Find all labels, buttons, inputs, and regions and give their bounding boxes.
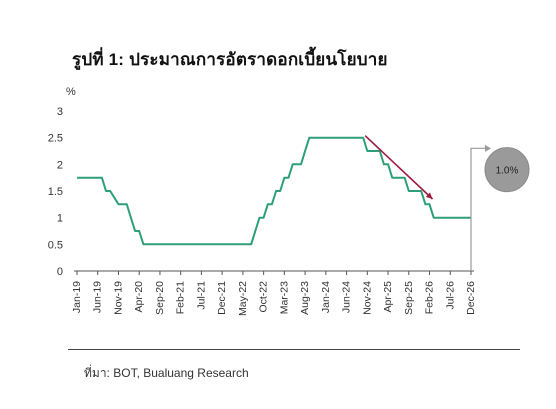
y-tick-label: 2.5 [48, 133, 63, 145]
x-tick-label: Sep-25 [403, 281, 415, 315]
x-tick-label: May-22 [237, 281, 249, 316]
x-tick-label: Mar-23 [278, 281, 290, 314]
x-tick-label: Sep-20 [154, 281, 166, 315]
x-tick-label: Nov-24 [361, 281, 373, 315]
x-tick-label: Aug-23 [299, 281, 311, 315]
x-tick-label: Dec-21 [216, 281, 228, 315]
x-tick-label: Feb-21 [175, 281, 187, 314]
trend-arrow [364, 135, 434, 200]
y-axis-unit-label: % [66, 86, 76, 98]
trend-arrowhead [425, 192, 433, 199]
x-tick-label: Dec-26 [465, 281, 477, 315]
x-tick-label: Jun-19 [92, 281, 104, 313]
policy-rate-chart: % 0 0.5 1 1.5 2 2.5 3 Jan-19 Jun-19 Nov-19 Apr-20 Se… [48, 86, 530, 316]
callout-connector-arrowhead [485, 144, 491, 152]
x-tick-label: Jan-24 [320, 281, 332, 313]
callout-connector [470, 147, 486, 271]
x-tick-label: Apr-25 [382, 281, 394, 313]
y-tick-label: 2 [57, 159, 63, 171]
footer-divider [68, 349, 520, 350]
x-tick-label: Nov-19 [112, 281, 124, 315]
y-tick-label: 3 [57, 106, 63, 118]
forecast-callout-bubble [484, 147, 530, 193]
x-tick-label: Jul-21 [195, 281, 207, 310]
chart-title: รูปที่ 1: ประมาณการอัตราดอกเบี้ยนโยบาย [72, 50, 388, 69]
x-tick-label: Feb-26 [424, 281, 436, 314]
forecast-callout-label: 1.0% [496, 166, 519, 177]
y-tick-label: 1 [57, 213, 63, 225]
y-tick-label: 0.5 [48, 239, 63, 251]
x-tick-label: Oct-22 [258, 281, 270, 313]
source-note: ที่มา: BOT, Bualuang Research [84, 366, 249, 380]
x-tick-label: Jan-19 [71, 281, 83, 313]
policy-rate-line [77, 136, 471, 246]
y-tick-label: 0 [57, 266, 63, 278]
y-tick-label: 1.5 [48, 186, 63, 198]
x-tick-label: Jul-26 [444, 281, 456, 310]
x-tick-label: Apr-20 [133, 281, 145, 313]
x-tick-label: Jun-24 [341, 281, 353, 313]
